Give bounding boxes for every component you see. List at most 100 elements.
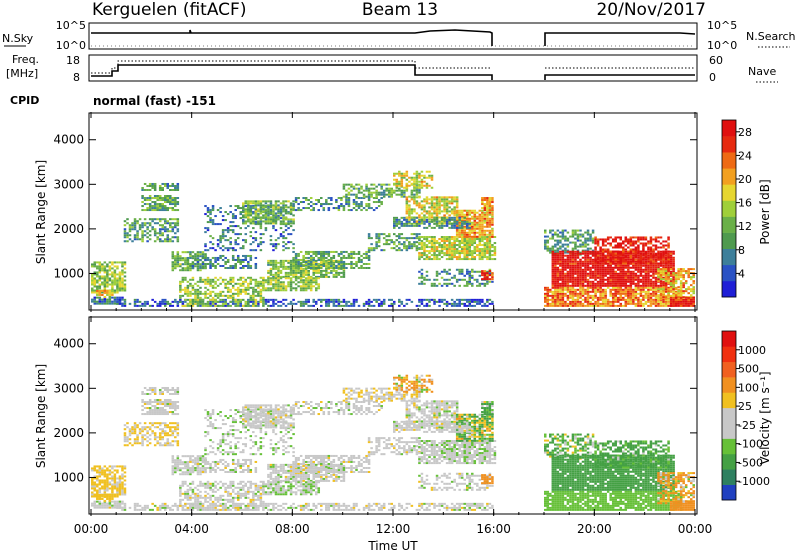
power-cell — [254, 284, 258, 287]
power-cell — [481, 225, 484, 228]
power-cell — [455, 233, 459, 236]
power-cell — [204, 280, 207, 283]
power-cell — [405, 178, 409, 181]
power-cell — [367, 197, 371, 200]
power-cell — [370, 183, 373, 186]
power-cell — [289, 283, 293, 286]
power-cell — [332, 259, 336, 262]
power-cell — [440, 236, 444, 239]
power-cell — [599, 288, 602, 291]
power-cell — [546, 288, 550, 291]
power-cell — [445, 240, 449, 243]
power-cell — [362, 197, 366, 200]
power-cell — [576, 292, 580, 295]
power-cell — [199, 265, 202, 268]
power-cell — [559, 250, 562, 253]
power-cell — [443, 254, 446, 257]
power-cell — [277, 204, 280, 207]
power-cell — [460, 229, 464, 232]
power-cell — [370, 243, 373, 246]
power-cell — [551, 302, 555, 305]
power-cell — [576, 249, 580, 252]
power-cell — [556, 296, 560, 299]
power-cell — [382, 191, 386, 194]
power-cell — [647, 250, 650, 253]
power-cell — [415, 304, 419, 307]
power-cell — [589, 239, 592, 242]
power-cell — [390, 187, 393, 190]
power-cell — [571, 274, 575, 277]
power-cell — [561, 270, 565, 273]
power-cell — [574, 254, 577, 257]
power-cell — [302, 269, 305, 272]
power-cell — [554, 302, 557, 305]
power-cell — [362, 302, 366, 305]
power-cell — [627, 254, 630, 257]
power-cell — [403, 216, 406, 219]
power-cell — [133, 304, 137, 307]
power-cell — [304, 252, 308, 255]
power-cell — [579, 274, 582, 277]
nave-tick-bottom: 0 — [709, 71, 716, 84]
power-cell — [174, 259, 177, 262]
power-cell — [478, 282, 482, 285]
power-cell — [639, 286, 643, 289]
power-cell — [239, 213, 242, 216]
power-cell — [395, 224, 399, 227]
power-cell — [234, 217, 237, 220]
power-cell — [438, 216, 441, 219]
power-cell — [554, 282, 557, 285]
power-cell — [418, 196, 421, 199]
power-cell — [153, 195, 157, 198]
power-cell — [314, 271, 318, 274]
power-cell — [284, 210, 288, 213]
power-cell — [420, 242, 424, 245]
power-cell — [163, 228, 167, 231]
power-cell — [307, 250, 310, 253]
power-cell — [398, 218, 401, 221]
power-cell — [551, 252, 555, 255]
power-cell — [649, 294, 653, 297]
power-cell — [153, 205, 157, 208]
power-cell — [312, 300, 315, 303]
power-cell — [561, 288, 565, 291]
power-cell — [463, 233, 466, 236]
power-cell — [179, 296, 182, 299]
power-cell — [252, 288, 255, 291]
power-cell — [571, 264, 575, 267]
power-cell — [382, 183, 386, 186]
power-cell — [269, 222, 273, 225]
power-cell — [443, 246, 446, 249]
power-cell — [551, 233, 555, 236]
power-cell — [209, 217, 212, 220]
power-cell — [435, 278, 439, 281]
power-cell — [654, 298, 658, 301]
power-cell — [158, 218, 162, 221]
power-cell — [460, 209, 464, 212]
power-cell — [126, 234, 129, 237]
power-cell — [322, 260, 326, 263]
power-cell — [219, 256, 222, 259]
power-cell — [483, 304, 487, 307]
power-cell — [274, 283, 278, 286]
power-cell — [247, 254, 250, 257]
power-cell — [380, 183, 383, 186]
power-cell — [247, 266, 250, 269]
power-cell — [448, 244, 451, 247]
power-cell — [465, 238, 469, 241]
power-cell — [599, 252, 602, 255]
power-cell — [659, 290, 663, 293]
power-cell — [609, 302, 612, 305]
power-cell — [166, 302, 170, 305]
power-cell — [589, 286, 592, 289]
power-cell — [234, 300, 237, 303]
power-cell — [209, 241, 212, 244]
power-cell — [171, 251, 175, 254]
power-cell — [317, 201, 321, 204]
power-cell — [307, 199, 310, 202]
power-cell — [254, 280, 258, 283]
power-cell — [423, 298, 426, 301]
power-cell — [103, 289, 107, 292]
power-cell — [606, 300, 610, 303]
power-cell — [481, 231, 484, 234]
